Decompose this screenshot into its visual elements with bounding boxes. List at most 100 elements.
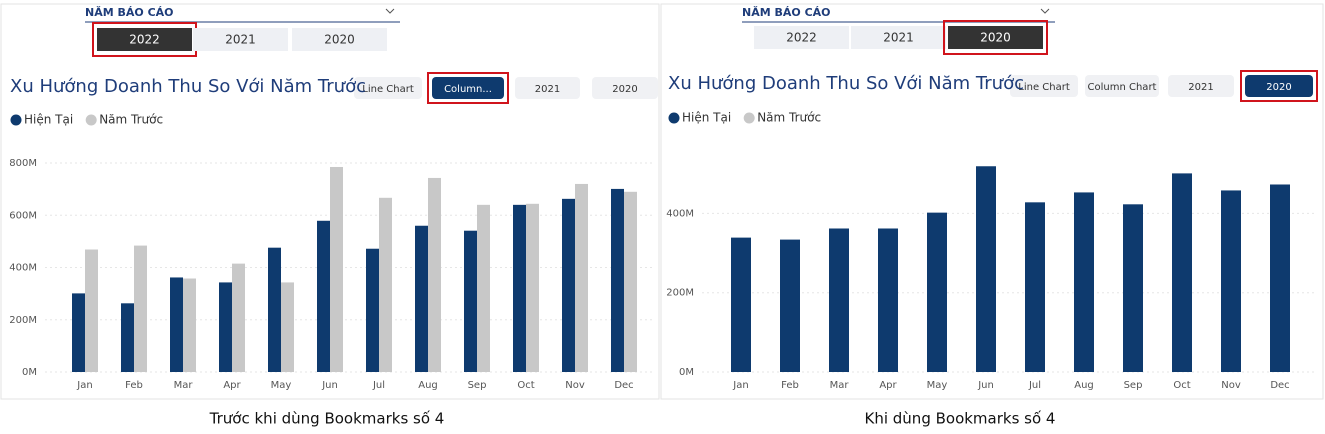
bar [1025,202,1045,372]
bar [428,177,441,372]
slicer-option-label: 2021 [883,31,914,45]
slicer-option[interactable] [97,28,192,51]
bar [477,204,490,372]
bar [379,197,392,372]
bar [780,239,800,372]
y-tick-label: 800M [9,158,37,169]
toggle-button[interactable] [432,77,504,99]
toggle-button-label: 2020 [1266,82,1291,93]
caption: Trước khi dùng Bookmarks số 4 [209,410,445,428]
chart-title: Xu Hướng Doanh Thu So Với Năm Trước [668,73,1024,94]
bar [317,220,330,372]
slicer-option-label: 2022 [129,33,160,47]
x-tick-label: Jul [372,380,385,391]
highlight-box [1240,70,1318,102]
legend-label: Năm Trước [99,113,163,127]
x-tick-label: Oct [517,380,534,391]
x-tick-label: Jan [732,380,748,391]
bar [232,263,245,372]
bar [183,278,196,372]
toggle-button[interactable] [1245,75,1313,97]
bar [1172,173,1192,372]
bar [268,247,281,372]
slicer-option[interactable] [851,26,946,49]
bar [219,282,232,372]
bar [1270,184,1290,372]
x-tick-label: Nov [565,380,585,391]
x-tick-label: Jun [321,380,338,391]
bar [562,198,575,372]
toggle-button[interactable] [1085,75,1159,97]
bar [731,237,751,372]
y-tick-label: 400M [666,208,694,219]
x-tick-label: Feb [781,380,799,391]
left-panel-frame [0,3,660,400]
toggle-button[interactable] [515,77,580,99]
bar [829,228,849,372]
x-tick-label: Apr [879,380,897,391]
y-tick-label: 600M [9,210,37,221]
legend-label: Hiện Tại [682,111,731,125]
bar [134,245,147,372]
toggle-button[interactable] [354,77,422,99]
x-tick-label: Dec [614,380,633,391]
slicer-option-label: 2020 [324,33,355,47]
bar [624,191,637,372]
slicer-option[interactable] [292,28,387,51]
x-tick-label: Nov [1221,380,1241,391]
y-tick-label: 0M [22,367,37,378]
bar [366,248,379,372]
chart-title: Xu Hướng Doanh Thu So Với Năm Trước [10,76,366,97]
x-tick-label: Jan [76,380,92,391]
slicer-option[interactable] [948,26,1043,49]
x-tick-label: Sep [1124,380,1143,391]
caption: Khi dùng Bookmarks số 4 [865,410,1056,428]
x-tick-label: Feb [125,380,143,391]
x-tick-label: May [927,380,948,391]
slicer-option[interactable] [193,28,288,51]
slicer-option-label: 2022 [786,31,817,45]
bar [575,183,588,372]
bar [330,166,343,372]
legend-marker [743,112,755,124]
bar [72,293,85,372]
bar [415,225,428,372]
y-tick-label: 200M [9,315,37,326]
toggle-button[interactable] [1168,75,1234,97]
toggle-button-label: Line Chart [1018,82,1070,93]
x-tick-label: Jun [977,380,994,391]
bar [121,303,134,372]
x-tick-label: Apr [223,380,241,391]
x-tick-label: Mar [830,380,850,391]
toggle-button-label: 2020 [612,84,637,95]
slicer-option-label: 2021 [225,33,256,47]
legend-label: Hiện Tại [24,113,73,127]
bar [464,230,477,372]
bar [513,204,526,372]
toggle-button-label: 2021 [535,84,560,95]
x-tick-label: Oct [1173,380,1190,391]
toggle-button[interactable] [1010,75,1078,97]
bar [927,212,947,372]
slicer-title: NĂM BÁO CÁO [85,6,174,19]
bar [526,203,539,372]
bar [85,249,98,372]
x-tick-label: Aug [1074,380,1094,391]
toggle-button[interactable] [592,77,658,99]
legend-marker [668,112,680,124]
bar [281,282,294,372]
x-tick-label: Aug [418,380,438,391]
slicer-option-label: 2020 [980,31,1011,45]
highlight-box [943,20,1048,55]
bar [611,188,624,372]
toggle-button-label: Column... [444,84,492,95]
bar [976,166,996,372]
toggle-button-label: 2021 [1188,82,1213,93]
legend-label: Năm Trước [757,111,821,125]
bar [1123,204,1143,372]
bar [1221,190,1241,372]
slicer-option[interactable] [754,26,849,49]
slicer-chevron [1040,8,1050,14]
bar [170,277,183,372]
y-tick-label: 400M [9,263,37,274]
